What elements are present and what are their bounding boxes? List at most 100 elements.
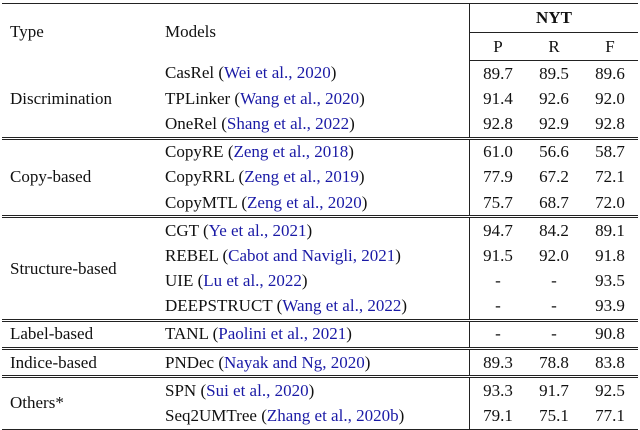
results-table: Type Models NYT P R F Discrimination CasR… [2, 3, 638, 430]
score-cell: - [526, 318, 582, 349]
score-cell: 75.7 [469, 189, 526, 217]
score-cell: 61.0 [469, 136, 526, 165]
citation-link[interactable]: Wang et al., 2020 [240, 88, 360, 108]
model-cell: CopyMTL (Zeng et al., 2020) [161, 190, 470, 217]
type-cell: Label-based [2, 318, 161, 349]
score-cell: 77.1 [595, 406, 625, 426]
citation-link[interactable]: Lu et al., 2022 [203, 271, 302, 291]
score-cell: 93.5 [595, 271, 625, 291]
table-body: Discrimination CasRel (Wei et al., 2020) 8… [2, 60, 638, 430]
model-name: TANL [165, 324, 209, 344]
model-cell: CopyRE (Zeng et al., 2018) [161, 136, 470, 165]
table-row: Others* SPN (Sui et al., 2020) 93.3 91.7 92.… [2, 375, 638, 430]
model-cell: OneRel (Shang et al., 2022) [161, 111, 470, 138]
score-cell: 92.6 [539, 88, 569, 108]
model-name: CopyRE [165, 142, 224, 162]
citation-link[interactable]: Sui et al., 2020 [206, 380, 309, 400]
table-row: REBEL (Cabot and Navigli, 2021) 91.5 92.0 9… [2, 243, 638, 269]
model-cell: CasRel (Wei et al., 2020) [161, 61, 470, 87]
model-name: SPN [165, 380, 197, 400]
score-cell: 93.9 [595, 296, 625, 316]
score-cell: 91.5 [469, 243, 526, 269]
citation-link[interactable]: Cabot and Navigli, 2021 [228, 245, 396, 265]
citation-link[interactable]: Ye et al., 2021 [208, 220, 307, 240]
type-header: Type [10, 22, 44, 42]
citation-link[interactable]: Wei et al., 2020 [224, 63, 331, 83]
score-cell: 56.6 [526, 136, 582, 165]
citation-link[interactable]: Nayak and Ng, 2020 [224, 352, 365, 372]
table-row: UIE (Lu et al., 2022) - -93.5 [2, 268, 638, 294]
metric-header: R [526, 32, 582, 61]
type-cell: Indice-based [2, 347, 161, 377]
score-cell: 72.1 [595, 167, 625, 187]
citation-link[interactable]: Zeng et al., 2018 [233, 142, 349, 162]
score-cell: 89.3 [469, 347, 526, 377]
score-cell: 92.8 [469, 111, 526, 139]
score-cell: 89.5 [539, 63, 569, 83]
citation: (Nayak and Ng, 2020) [218, 352, 371, 372]
table-row: OneRel (Shang et al., 2022) 92.8 92.9 92.8 [2, 111, 638, 139]
score-cell: 92.8 [595, 113, 625, 133]
citation: (Sui et al., 2020) [200, 380, 315, 400]
model-cell: REBEL (Cabot and Navigli, 2021) [161, 243, 470, 268]
model-name: OneRel [165, 113, 217, 133]
citation-link[interactable]: Zeng et al., 2019 [244, 167, 359, 187]
metric-header: F [582, 32, 638, 61]
table-row: Seq2UMTree (Zhang et al., 2020b) 79.1 75.1… [2, 403, 638, 430]
citation: (Zeng et al., 2020) [241, 192, 368, 212]
score-cell: 90.8 [582, 318, 638, 349]
model-name: DEEPSTRUCT [165, 296, 273, 316]
type-cell: Others* [2, 375, 161, 430]
citation-link[interactable]: Paolini et al., 2021 [218, 324, 347, 344]
model-cell: PNDec (Nayak and Ng, 2020) [161, 347, 470, 377]
citation-link[interactable]: Shang et al., 2022 [226, 113, 350, 133]
score-cell: - [469, 268, 526, 294]
score-cell: 72.0 [595, 192, 625, 212]
model-name: REBEL [165, 245, 219, 265]
citation: (Zhang et al., 2020b) [261, 406, 405, 426]
score-cell: 75.1 [539, 406, 569, 426]
model-name: CasRel [165, 63, 215, 83]
score-cell: 78.8 [526, 347, 582, 377]
model-name: TPLinker [165, 88, 231, 108]
model-cell: UIE (Lu et al., 2022) [161, 269, 470, 294]
citation: (Cabot and Navigli, 2021) [222, 245, 401, 265]
table-row: Label-based TANL (Paolini et al., 2021) - -… [2, 318, 638, 349]
table-row: Indice-based PNDec (Nayak and Ng, 2020) 89… [2, 347, 638, 377]
type-cell: Structure-based [2, 215, 161, 321]
model-cell: CGT (Ye et al., 2021) [161, 215, 470, 244]
citation-link[interactable]: Zeng et al., 2020 [247, 192, 362, 212]
score-cell: - [551, 296, 557, 316]
models-header: Models [165, 22, 216, 42]
score-cell: 89.7 [469, 60, 526, 87]
citation: (Wang et al., 2022) [276, 296, 407, 316]
score-cell: - [469, 293, 526, 321]
score-cell: 92.9 [539, 113, 569, 133]
citation: (Ye et al., 2021) [202, 220, 313, 240]
citation: (Zeng et al., 2019) [238, 167, 365, 187]
model-name: Seq2UMTree [165, 406, 257, 426]
score-cell: 89.6 [595, 63, 625, 83]
model-cell: SPN (Sui et al., 2020) [161, 375, 470, 404]
citation: (Lu et al., 2022) [197, 271, 308, 291]
citation-link[interactable]: Wang et al., 2022 [282, 296, 402, 316]
score-cell: 89.1 [582, 215, 638, 244]
score-cell: 83.8 [582, 347, 638, 377]
score-cell: 91.4 [469, 86, 526, 112]
score-cell: 58.7 [582, 136, 638, 165]
table-row: Discrimination CasRel (Wei et al., 2020) 8… [2, 60, 638, 108]
citation: (Wang et al., 2020) [234, 88, 365, 108]
citation: (Paolini et al., 2021) [212, 324, 352, 344]
score-cell: - [551, 271, 557, 291]
model-name: UIE [165, 271, 194, 291]
score-cell: 68.7 [539, 192, 569, 212]
citation-link[interactable]: Zhang et al., 2020b [266, 406, 399, 426]
dataset-header: NYT [469, 3, 638, 33]
score-cell: 77.9 [469, 164, 526, 190]
model-cell: CopyRRL (Zeng et al., 2019) [161, 165, 470, 190]
score-cell: 92.0 [595, 88, 625, 108]
type-cell: Discrimination [10, 88, 112, 108]
table-row: CopyRRL (Zeng et al., 2019) 77.9 67.2 72.1 [2, 164, 638, 190]
model-cell: DEEPSTRUCT (Wang et al., 2022) [161, 294, 470, 321]
